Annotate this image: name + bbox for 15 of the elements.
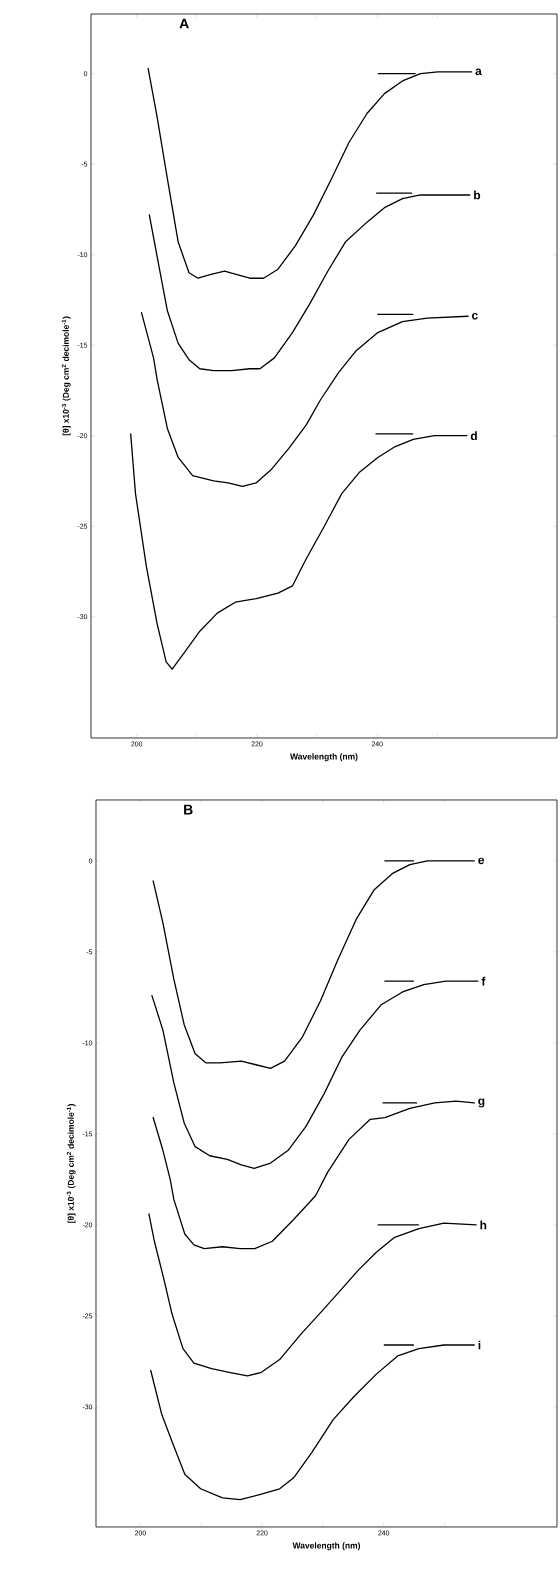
series-label: c	[472, 312, 478, 320]
series-label: b	[474, 190, 481, 200]
x-axis-title: Wavelength (nm)	[290, 753, 358, 762]
series-label: f	[481, 976, 486, 986]
series-label: i	[478, 1340, 481, 1350]
x-axis-title: Wavelength (nm)	[292, 1542, 361, 1551]
series-label: d	[470, 431, 477, 441]
series-label: e	[478, 857, 485, 865]
y-axis-title: [θ] x10$^{-3}$ (Deg cm$^{2}$ decimole$^{-1}$)	[61, 316, 71, 436]
series-label: a	[475, 68, 482, 76]
series-label: h	[480, 1220, 487, 1230]
y-axis-title: [θ] x10$^{-3}$ (Deg cm$^{2}$ decimole$^{-1}$)	[66, 1104, 76, 1223]
chart-title: A	[179, 18, 189, 29]
series-label: g	[478, 1098, 485, 1108]
chart-title: B	[184, 804, 193, 815]
